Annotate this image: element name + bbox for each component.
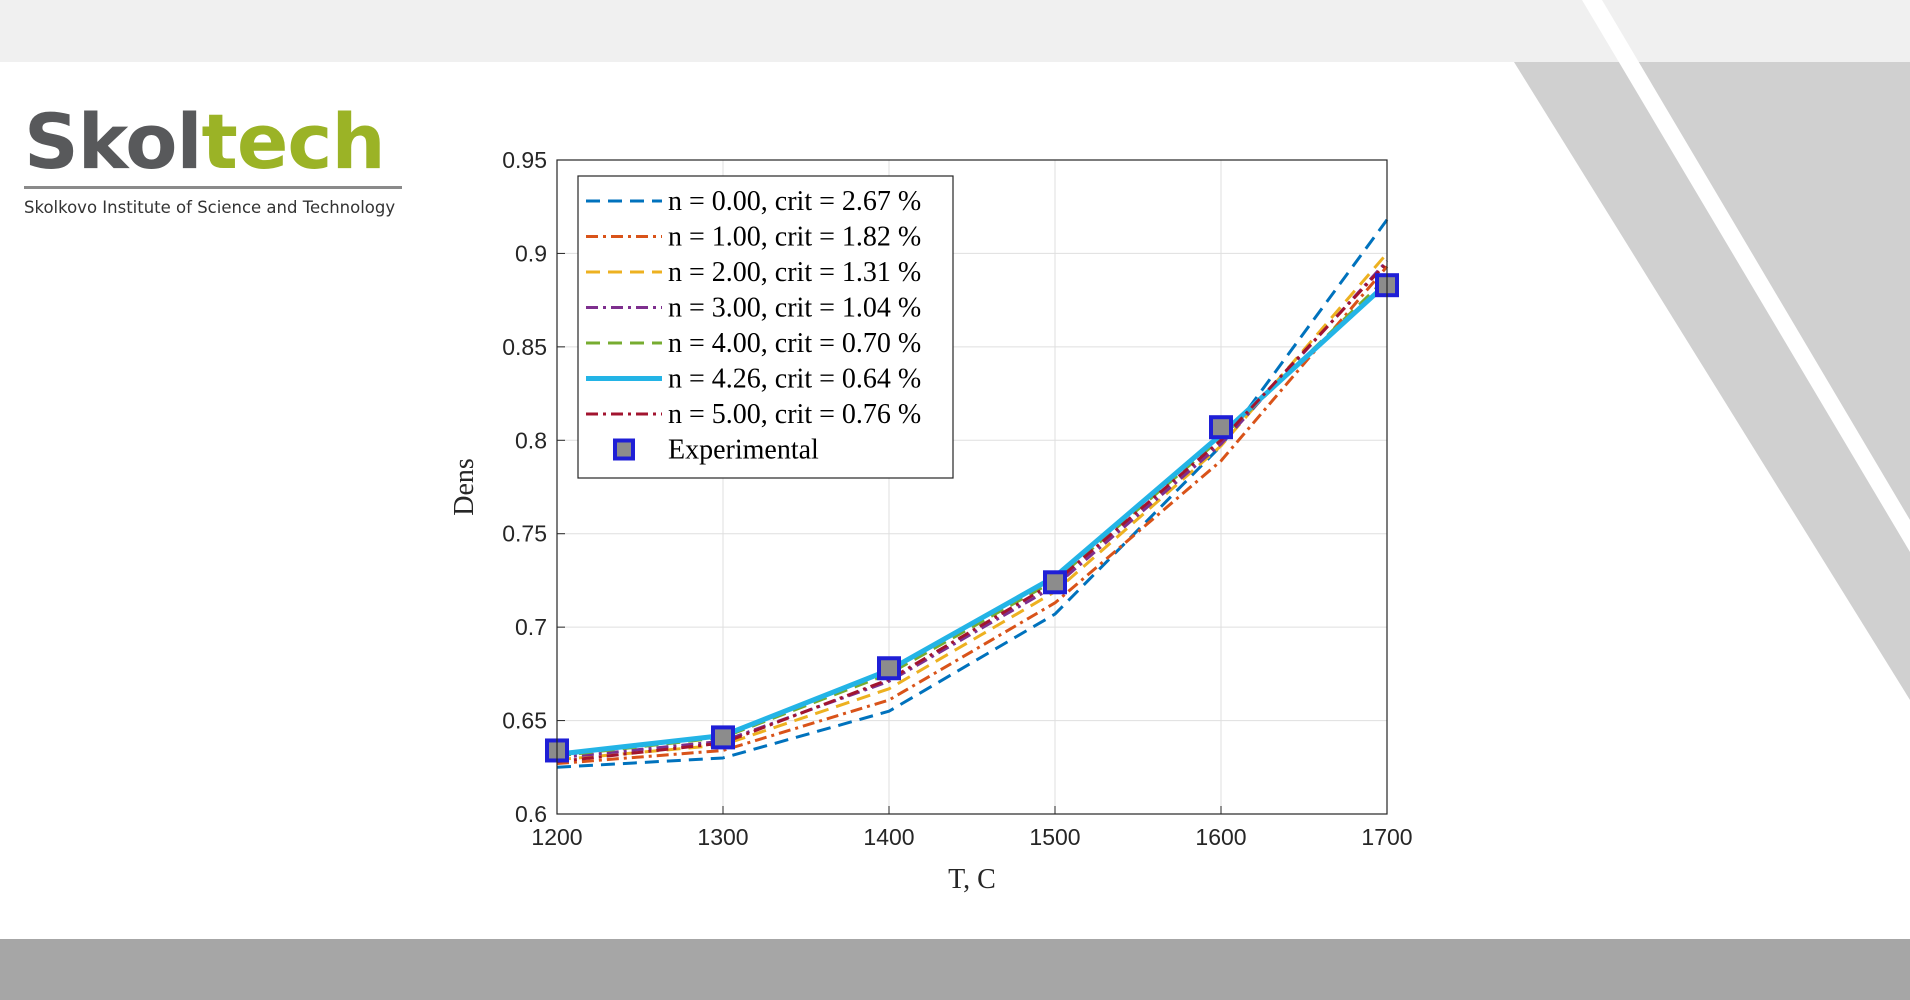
series-line (556, 265, 1389, 766)
experimental-point (877, 656, 901, 681)
gray-diagonal-band (1514, 62, 1910, 700)
x-tick-label: 1300 (697, 824, 748, 850)
y-tick-label: 0.9 (515, 240, 547, 266)
legend-entry-label: n = 4.26, crit = 0.64 % (668, 364, 921, 395)
x-tick-label: 1400 (863, 824, 914, 850)
experimental-point (1043, 570, 1067, 595)
legend-entry-label: n = 2.00, crit = 1.31 % (668, 257, 921, 288)
legend-entry-label: n = 1.00, crit = 1.82 % (668, 222, 921, 253)
logo-subtitle: Skolkovo Institute of Science and Techno… (24, 198, 396, 217)
x-tick-label: 1700 (1361, 824, 1412, 850)
bottom-band (0, 939, 1910, 1000)
white-diagonal-stripe (1582, 0, 1910, 552)
series-line (556, 259, 1389, 760)
series-lines (556, 218, 1389, 769)
y-tick-label: 0.65 (502, 708, 547, 734)
legend-entry-label: Experimental (668, 435, 819, 466)
y-tick-label: 0.95 (502, 147, 547, 173)
y-tick-label: 0.7 (515, 614, 547, 640)
legend-entry-label: n = 0.00, crit = 2.67 % (668, 186, 921, 217)
y-tick-label: 0.8 (515, 427, 547, 453)
experimental-point (711, 725, 735, 750)
legend-entry-label: n = 5.00, crit = 0.76 % (668, 399, 921, 430)
skoltech-logo: Skoltech Skolkovo Institute of Science a… (24, 100, 404, 217)
series-line (556, 281, 1389, 757)
density-chart: 1200 1300 1400 1500 1600 1700 0.6 0.65 0.7 0.75 0.… (449, 147, 1413, 895)
x-tick-label: 1600 (1195, 824, 1246, 850)
logo-word-dark: Skol (24, 97, 203, 186)
experimental-point (1209, 415, 1233, 440)
logo-wordmark: Skoltech (24, 100, 404, 184)
x-tick-label: 1500 (1029, 824, 1080, 850)
legend-marker-swatch (613, 438, 635, 461)
logo-rule (24, 186, 402, 189)
y-tick-label: 0.85 (502, 334, 547, 360)
legend-entry-label: n = 4.00, crit = 0.70 % (668, 328, 921, 359)
x-axis-title: T, C (948, 864, 996, 895)
axis-ticks: 1200 1300 1400 1500 1600 1700 0.6 0.65 0.7 0.75 0.… (502, 147, 1412, 850)
x-tick-label: 1200 (531, 824, 582, 850)
y-tick-label: 0.75 (502, 521, 547, 547)
y-tick-label: 0.6 (515, 801, 547, 827)
legend-entry-label: n = 3.00, crit = 1.04 % (668, 293, 921, 324)
legend-box (577, 175, 954, 479)
y-axis-title: Dens (449, 458, 480, 516)
plot-frame (556, 159, 1388, 815)
legend: n = 0.00, crit = 2.67 % n = 1.00, crit = … (577, 175, 954, 479)
logo-word-green: tech (201, 97, 386, 186)
